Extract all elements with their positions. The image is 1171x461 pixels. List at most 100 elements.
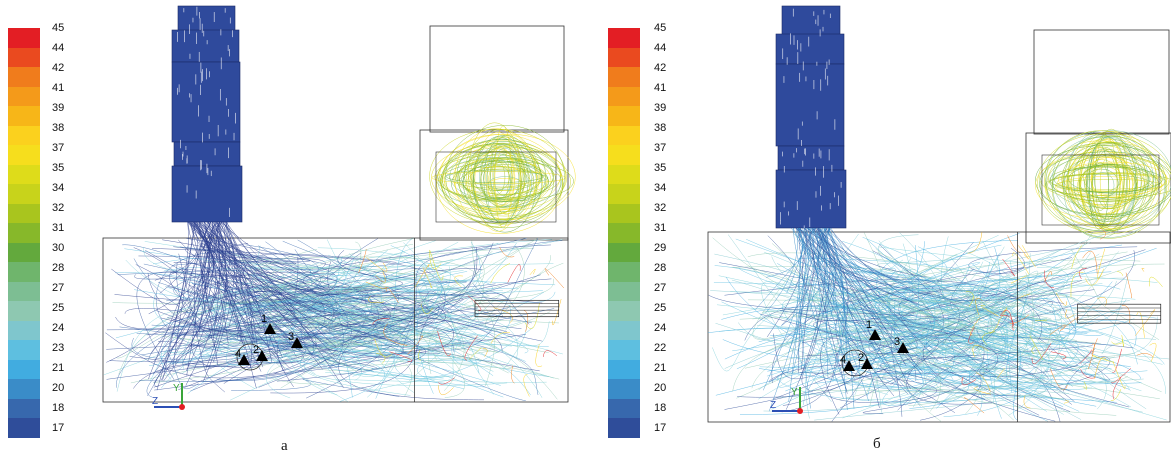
legend-tick-label: 34 — [654, 182, 667, 194]
legend-tick-label: 44 — [52, 42, 65, 54]
legend-swatch — [608, 223, 640, 243]
legend-tick-label: 37 — [52, 142, 65, 154]
legend-swatch — [8, 379, 40, 399]
measurement-point-label: 4 — [235, 348, 241, 360]
legend-tick-label: 24 — [52, 322, 65, 334]
legend-swatch — [8, 359, 40, 380]
legend-tick-label: 27 — [654, 282, 667, 294]
legend-swatch — [8, 145, 40, 165]
legend-tick-label: 38 — [654, 122, 667, 134]
measurement-point-marker — [238, 354, 250, 365]
legend-swatch — [608, 86, 640, 107]
legend-swatch — [8, 262, 40, 282]
measurement-point-marker — [843, 360, 855, 371]
measurement-point-label: 3 — [894, 336, 900, 348]
legend-swatch — [608, 203, 640, 224]
measurement-point-marker — [256, 350, 268, 361]
top-box-outline — [1033, 29, 1170, 135]
legend-tick-label: 39 — [654, 102, 667, 114]
streamline-plot-b: 1 2 3 4 Y Z — [707, 5, 1171, 423]
legend-swatch — [608, 301, 640, 321]
y-axis-label: Y — [791, 387, 798, 398]
chimney-segment — [177, 5, 236, 33]
legend-swatch — [8, 398, 40, 419]
legend-tick-label: 32 — [52, 202, 65, 214]
legend-tick-label: 23 — [52, 342, 65, 354]
legend-tick-label: 34 — [52, 182, 65, 194]
legend-tick-label: 18 — [52, 402, 65, 414]
top-box-outline — [429, 25, 565, 133]
legend-swatch — [8, 28, 40, 48]
chimney-segment — [171, 61, 241, 143]
legend-swatch — [608, 125, 640, 146]
legend-swatch — [8, 242, 40, 263]
axis-origin — [797, 408, 803, 414]
legend-tick-label: 31 — [654, 222, 667, 234]
chimney-segment — [775, 169, 847, 229]
legend-swatch — [608, 145, 640, 165]
legend-tick-label: 42 — [52, 62, 65, 74]
legend-swatch — [8, 418, 40, 438]
room-outline — [102, 237, 569, 403]
legend-swatch — [608, 320, 640, 341]
legend-tick-label: 32 — [654, 202, 667, 214]
chimney-segment — [171, 29, 240, 63]
measurement-point-label: 3 — [288, 331, 294, 343]
caption-a: а — [281, 438, 288, 454]
legend-swatch — [8, 223, 40, 243]
legend-tick-label: 39 — [52, 102, 65, 114]
upper-chamber-outline — [1025, 132, 1171, 244]
chimney-segment — [777, 145, 845, 171]
legend-swatch — [8, 301, 40, 321]
legend-swatch — [608, 184, 640, 204]
legend-swatch — [608, 28, 640, 48]
chimney-segment — [171, 165, 243, 223]
legend-swatch — [8, 340, 40, 360]
legend-tick-label: 41 — [654, 82, 667, 94]
panel-b: 45 44 42 41 39 38 37 35 34 32 31 29 28 27 25 24 22 21 20 18… — [600, 0, 1171, 461]
measurement-point-marker — [291, 337, 303, 348]
measurement-point-label: 1 — [866, 319, 872, 331]
streamline-plot-a: 1 2 3 4 Y Z — [102, 5, 576, 410]
legend-tick-label: 29 — [654, 242, 667, 254]
legend-swatch — [608, 47, 640, 68]
legend-tick-label: 22 — [654, 342, 667, 354]
chimney-segment — [775, 63, 845, 147]
legend-swatch — [608, 398, 640, 419]
room-outline — [707, 231, 1171, 423]
legend-tick-label: 17 — [52, 422, 65, 434]
legend-tick-label: 45 — [654, 22, 667, 34]
legend-tick-label: 42 — [654, 62, 667, 74]
legend-swatch — [608, 67, 640, 87]
legend-tick-label: 28 — [654, 262, 667, 274]
legend-swatch — [608, 242, 640, 263]
measurement-point-label: 1 — [261, 313, 267, 325]
legend-swatch — [8, 125, 40, 146]
upper-chamber-outline — [419, 129, 569, 241]
duct-outline — [474, 299, 560, 318]
legend-swatch — [608, 262, 640, 282]
legend-swatch — [608, 281, 640, 302]
legend-swatch — [8, 184, 40, 204]
legend-tick-label: 38 — [52, 122, 65, 134]
streamlines — [102, 5, 576, 403]
legend-swatch — [608, 359, 640, 380]
chimney-segment — [775, 33, 845, 65]
legend-swatch — [608, 106, 640, 126]
caption-b: б — [873, 436, 881, 452]
legend-tick-label: 27 — [52, 282, 65, 294]
streamlines — [707, 5, 1171, 423]
legend-tick-label: 37 — [654, 142, 667, 154]
legend-tick-label: 31 — [52, 222, 65, 234]
legend-tick-label: 25 — [52, 302, 65, 314]
legend-tick-label: 25 — [654, 302, 667, 314]
legend-tick-label: 28 — [52, 262, 65, 274]
legend-tick-label: 20 — [52, 382, 65, 394]
legend-tick-label: 45 — [52, 22, 65, 34]
measurement-point-marker — [861, 358, 873, 369]
legend-swatch — [608, 340, 640, 360]
legend-swatch — [8, 320, 40, 341]
y-axis-label: Y — [173, 383, 180, 394]
legend-swatch — [8, 47, 40, 68]
chimney-segment — [781, 5, 841, 37]
